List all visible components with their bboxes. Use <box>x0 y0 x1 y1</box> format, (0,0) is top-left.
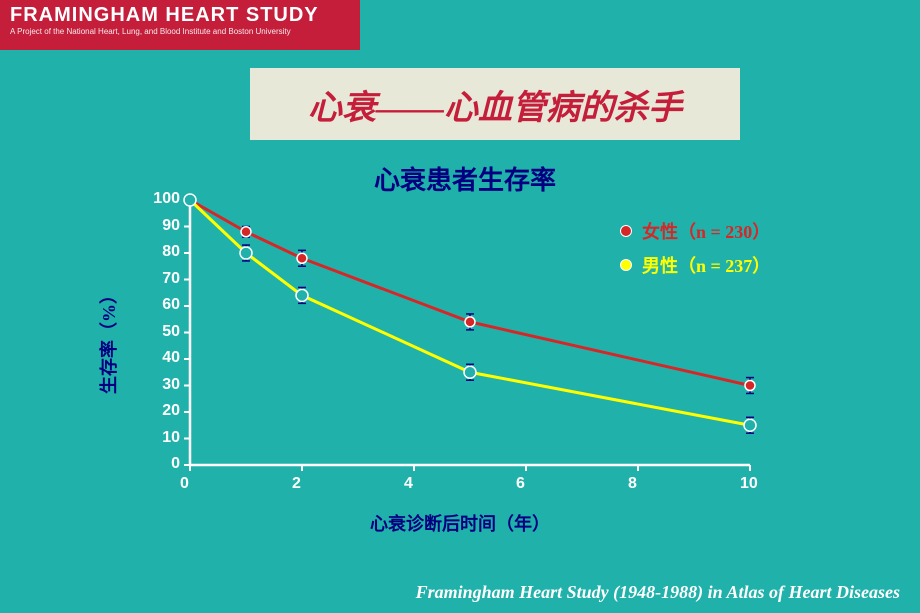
xtick-label: 10 <box>740 475 758 493</box>
ytick-label: 70 <box>144 270 180 288</box>
ytick-label: 40 <box>144 349 180 367</box>
xtick-label: 4 <box>404 475 413 493</box>
ytick-label: 60 <box>144 296 180 314</box>
ytick-label: 0 <box>144 455 180 473</box>
footer-citation: Framingham Heart Study (1948-1988) in At… <box>416 582 900 603</box>
xtick-label: 8 <box>628 475 637 493</box>
ytick-label: 80 <box>144 243 180 261</box>
logo-main: FRAMINGHAM HEART STUDY <box>10 4 350 27</box>
page-title: 心衰——心血管病的杀手 <box>308 80 682 129</box>
logo-sub: A Project of the National Heart, Lung, a… <box>10 27 350 36</box>
ytick-label: 10 <box>144 429 180 447</box>
x-axis-label: 心衰诊断后时间（年） <box>370 510 550 536</box>
xtick-label: 0 <box>180 475 189 493</box>
ytick-label: 50 <box>144 323 180 341</box>
ytick-label: 100 <box>144 190 180 208</box>
title-box: 心衰——心血管病的杀手 <box>250 68 740 140</box>
logo-banner: FRAMINGHAM HEART STUDY A Project of the … <box>0 0 360 50</box>
ytick-label: 20 <box>144 402 180 420</box>
ytick-label: 30 <box>144 376 180 394</box>
xtick-label: 2 <box>292 475 301 493</box>
y-axis-label: 生存率（%） <box>95 286 121 394</box>
ytick-label: 90 <box>144 217 180 235</box>
xtick-label: 6 <box>516 475 525 493</box>
survival-chart <box>130 190 790 490</box>
